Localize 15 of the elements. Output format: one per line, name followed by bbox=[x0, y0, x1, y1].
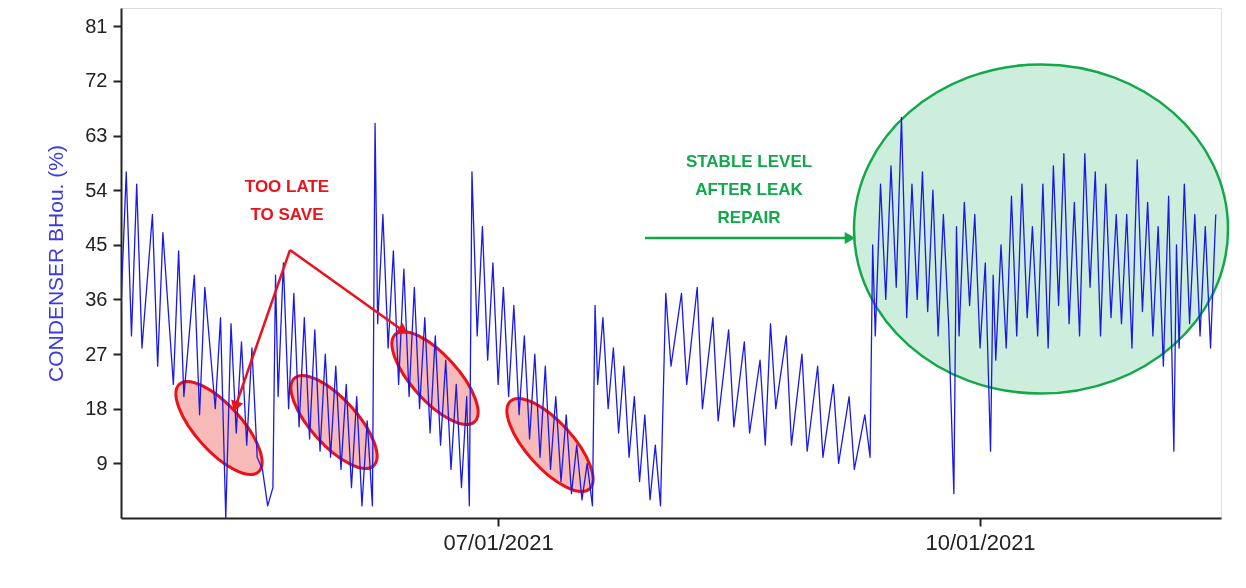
y-tick-label: 27 bbox=[85, 342, 108, 365]
y-tick-label: 36 bbox=[85, 287, 108, 310]
y-tick-label: 54 bbox=[85, 178, 108, 201]
annotation: STABLE LEVEL AFTER LEAK REPAIR bbox=[685, 152, 813, 227]
x-tick-label: 10/01/2021 bbox=[925, 529, 1036, 555]
x-tick-label: 07/01/2021 bbox=[443, 529, 554, 555]
y-tick-label: 18 bbox=[85, 397, 108, 420]
y-tick-label: 72 bbox=[85, 69, 108, 92]
y-axis-title: CONDENSER BHou. (%) bbox=[44, 145, 68, 382]
y-tick-label: 81 bbox=[85, 14, 108, 37]
annotation: TOO LATE TO SAVE bbox=[244, 177, 330, 224]
line-series bbox=[121, 116, 1217, 518]
y-tick-label: 9 bbox=[96, 451, 108, 474]
y-tick-label: 45 bbox=[85, 233, 108, 256]
y-tick-label: 63 bbox=[85, 124, 108, 146]
